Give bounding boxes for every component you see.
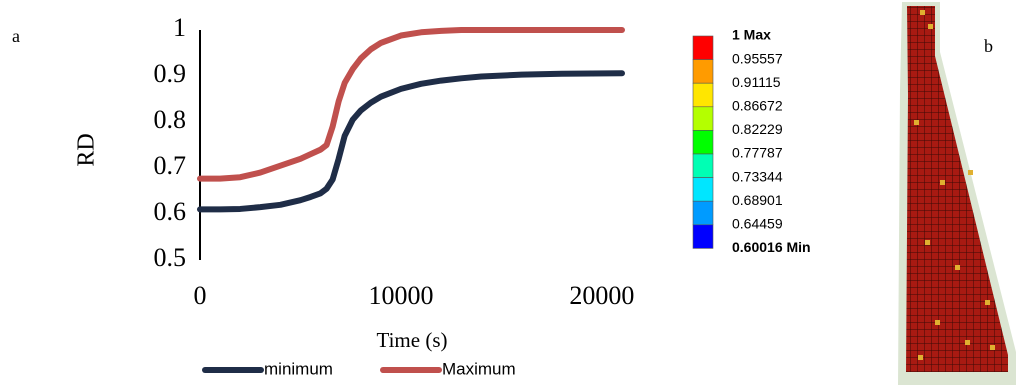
- color-swatch: [693, 201, 713, 225]
- y-tick-label: 0.5: [154, 243, 187, 272]
- contour-label: 0.95557: [732, 50, 783, 66]
- contour-label: 1 Max: [732, 27, 771, 43]
- data-line: [200, 30, 622, 179]
- legend-label: minimum: [264, 359, 333, 378]
- contour-label: 0.60016 Min: [732, 239, 811, 255]
- y-tick-label: 0.9: [154, 59, 187, 88]
- contour-label: 0.73344: [732, 168, 783, 184]
- x-axis-label: Time (s): [377, 328, 448, 352]
- y-tick-label: 0.6: [154, 197, 187, 226]
- y-axis-label: RD: [74, 133, 100, 166]
- contour-label: 0.64459: [732, 216, 783, 232]
- color-swatch: [693, 36, 713, 60]
- contour-label: 0.68901: [732, 192, 783, 208]
- panel-label: a: [12, 26, 20, 46]
- color-swatch: [693, 60, 713, 84]
- color-swatch: [693, 83, 713, 107]
- color-swatch: [693, 107, 713, 131]
- contour-label: 0.82229: [732, 121, 783, 137]
- contour-label: 0.77787: [732, 145, 783, 161]
- data-line: [200, 73, 622, 209]
- x-tick-label: 20000: [569, 281, 634, 310]
- contour-label: 0.91115: [732, 74, 781, 90]
- x-tick-label: 10000: [368, 281, 433, 310]
- y-tick-label: 1: [173, 13, 186, 42]
- color-swatch: [693, 178, 713, 202]
- contour-label: 0.86672: [732, 98, 783, 114]
- color-swatch: [693, 130, 713, 154]
- color-swatch: [693, 225, 713, 249]
- panel-label: b: [984, 36, 993, 56]
- x-tick-label: 0: [194, 281, 207, 310]
- mesh-image: [898, 2, 1016, 385]
- legend-label: Maximum: [442, 359, 516, 378]
- y-tick-label: 0.7: [154, 151, 187, 180]
- figure: a b Time (s) RD 0.5 0.6 0.7 0.8 0.9 1 0 10000 20…: [0, 0, 1021, 385]
- y-tick-label: 0.8: [154, 105, 187, 134]
- color-swatch: [693, 154, 713, 178]
